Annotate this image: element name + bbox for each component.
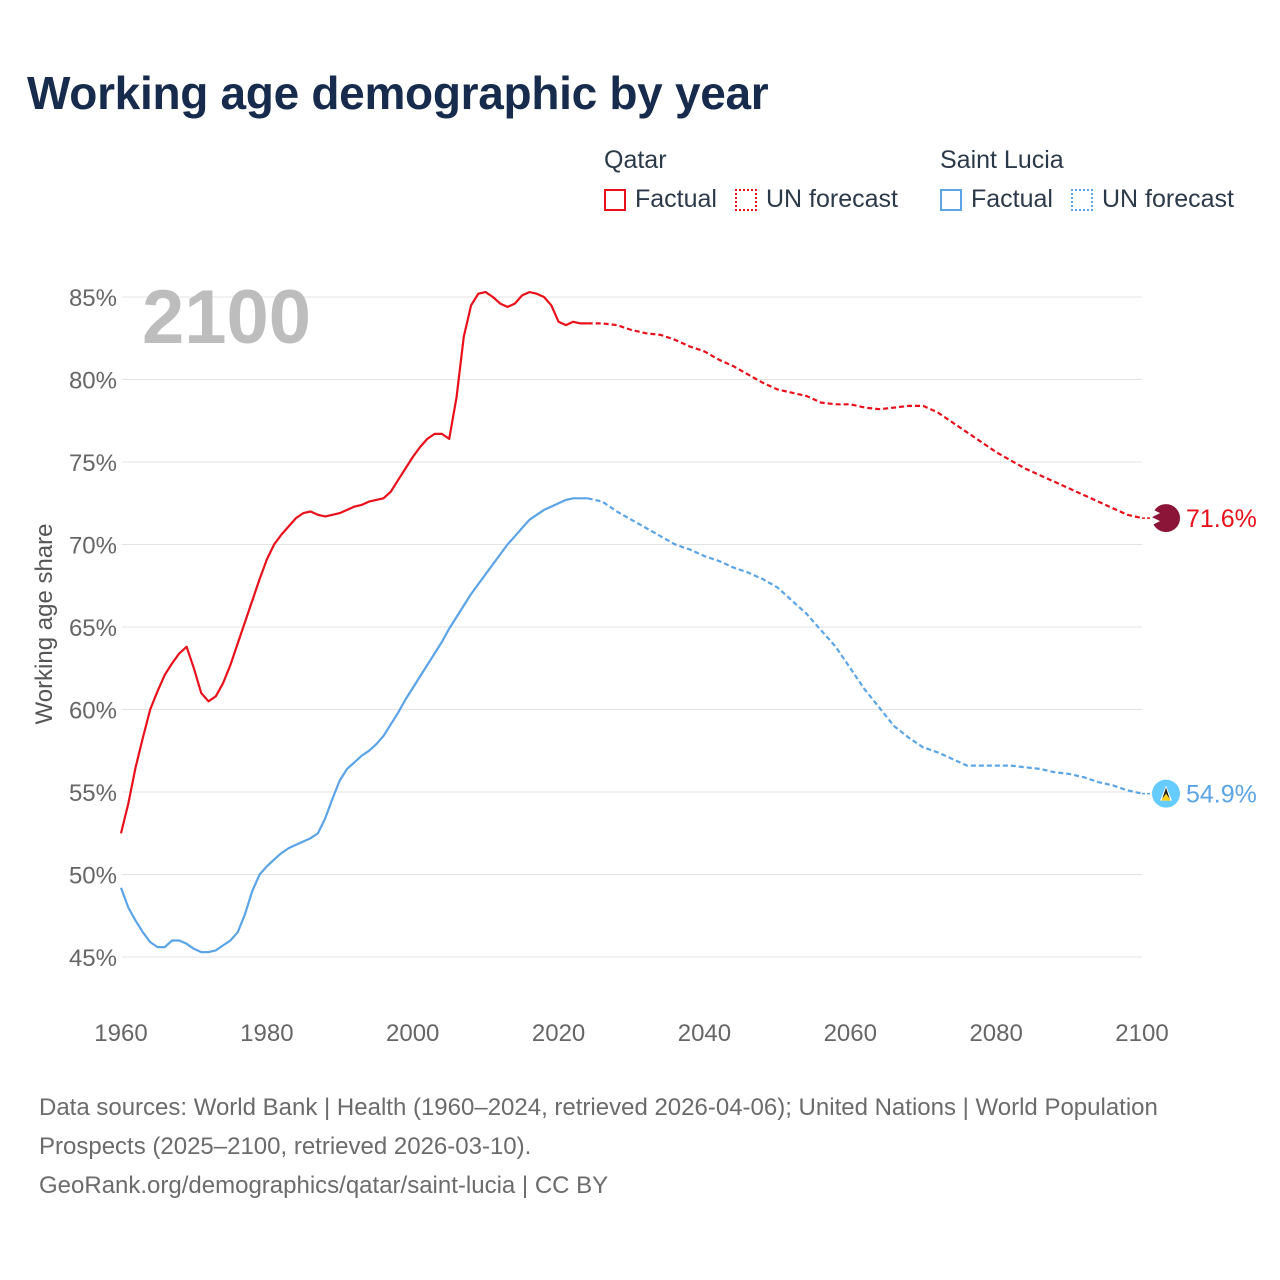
legend-swatch-dotted (1070, 188, 1093, 211)
source-url[interactable]: GeoRank.org/demographics/qatar/saint-luc… (39, 1172, 609, 1199)
x-tick-label: 2040 (678, 1020, 731, 1047)
series-lines (119, 291, 1143, 954)
data-sources: Data sources: World Bank | Health (1960–… (39, 1094, 1158, 1160)
flag-triangle-gold (1161, 793, 1171, 801)
legend-group-saint-lucia: Saint Lucia Factual UN forecast (940, 144, 1252, 214)
x-axis-ticks: 1960 1980 2000 2020 2040 2060 2080 2100 (94, 1020, 1168, 1047)
legend-swatch-solid (940, 188, 962, 211)
y-axis-label: Working age share (31, 524, 58, 725)
x-tick-label: 2020 (532, 1020, 585, 1047)
x-tick-label: 2000 (386, 1020, 439, 1047)
legend-group-label: Saint Lucia (940, 146, 1064, 174)
legend-label: Factual (635, 185, 717, 213)
legend-item-qatar-factual[interactable]: Factual (604, 185, 717, 214)
flag-qatar-icon (1152, 504, 1180, 533)
legend-swatch-dotted (734, 188, 757, 211)
legend-item-saint-lucia-factual[interactable]: Factual (940, 185, 1053, 214)
y-tick-label: 65% (69, 615, 117, 642)
legend-item-qatar-forecast[interactable]: UN forecast (734, 185, 898, 214)
series-line-saint-lucia-factual (119, 497, 588, 954)
series-line-qatar-forecast (587, 322, 1143, 520)
end-value-label: 71.6% (1186, 505, 1257, 533)
y-tick-label: 70% (69, 533, 117, 560)
x-tick-label: 2060 (824, 1020, 877, 1047)
x-tick-label: 1960 (94, 1020, 147, 1047)
y-tick-label: 85% (69, 285, 117, 312)
series-line-qatar-factual (119, 291, 588, 834)
end-value-label: 54.9% (1186, 781, 1257, 809)
legend-group-label: Qatar (604, 146, 667, 174)
x-tick-label: 2100 (1115, 1020, 1168, 1047)
year-watermark: 2100 (142, 275, 311, 360)
line-chart: 45% 50% 55% 60% 65% 70% 75% 80% 85% 1960 1980 2000… (31, 275, 1257, 1047)
chart-title: Working age demographic by year (27, 67, 769, 119)
legend-label: UN forecast (1101, 185, 1234, 213)
y-tick-label: 75% (69, 450, 117, 477)
x-tick-label: 2080 (969, 1020, 1022, 1047)
y-tick-label: 60% (69, 698, 117, 725)
y-tick-label: 50% (69, 863, 117, 890)
x-tick-label: 1980 (240, 1020, 293, 1047)
y-tick-label: 80% (69, 368, 117, 395)
series-line-saint-lucia-forecast (587, 497, 1143, 795)
legend-label: Factual (971, 185, 1053, 213)
y-axis-ticks: 45% 50% 55% 60% 65% 70% 75% 80% 85% (69, 285, 117, 972)
y-tick-label: 45% (69, 945, 117, 972)
end-markers: 71.6% 54.9% (1142, 504, 1257, 809)
legend-label: UN forecast (765, 185, 898, 213)
legend-group-qatar: Qatar Factual UN forecast (604, 144, 916, 214)
legend-item-saint-lucia-forecast[interactable]: UN forecast (1070, 185, 1234, 214)
flag-serration (1152, 509, 1160, 526)
legend-swatch-solid (604, 188, 626, 211)
y-tick-label: 55% (69, 780, 117, 807)
grid-lines (122, 296, 1142, 958)
footer: Data sources: World Bank | Health (1960–… (39, 1088, 1219, 1205)
